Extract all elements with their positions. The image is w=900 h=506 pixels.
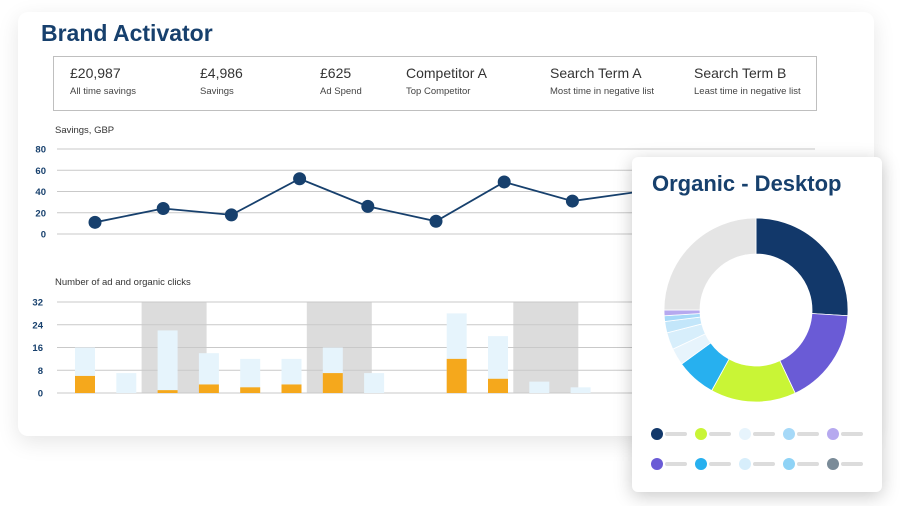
legend-label-placeholder (841, 462, 863, 466)
legend-label-placeholder (841, 432, 863, 436)
data-point (293, 172, 307, 186)
legend-swatch (739, 458, 751, 470)
stat-value: £625 (320, 65, 352, 81)
y-tick-label: 0 (41, 230, 46, 241)
legend-label-placeholder (709, 462, 731, 466)
stat-savings: £4,986 Savings (200, 65, 243, 97)
ad-clicks-bar (488, 378, 508, 393)
stat-label: Savings (200, 86, 234, 97)
line-chart-title: Savings, GBP (55, 125, 114, 136)
legend-swatch (651, 428, 663, 440)
ad-clicks-bar (446, 358, 467, 393)
organic-clicks-bar (157, 330, 178, 393)
data-point (497, 175, 511, 189)
organic-clicks-bar (529, 381, 550, 393)
stat-label: All time savings (70, 86, 136, 97)
stat-label: Ad Spend (320, 86, 362, 97)
stat-value: Competitor A (406, 65, 487, 81)
organic-clicks-bar (116, 373, 137, 393)
stat-most-negative: Search Term A Most time in negative list (550, 65, 654, 97)
organic-clicks-bar (364, 373, 385, 393)
legend-swatch (739, 428, 751, 440)
data-point (429, 214, 443, 228)
data-point (565, 194, 579, 208)
stat-label: Most time in negative list (550, 86, 655, 97)
stat-value: £4,986 (200, 65, 243, 81)
stat-label: Top Competitor (406, 86, 471, 97)
y-tick-label: 60 (35, 166, 46, 177)
stat-least-negative: Search Term B Least time in negative lis… (694, 65, 801, 97)
y-tick-label: 80 (35, 145, 46, 156)
organic-clicks-bar (198, 353, 219, 393)
y-tick-label: 24 (32, 320, 43, 331)
data-point (224, 208, 238, 222)
donut-slice (663, 217, 757, 311)
organic-desktop-card: Organic - Desktop (632, 157, 882, 492)
ad-clicks-bar (322, 373, 343, 393)
y-tick-label: 20 (35, 208, 46, 219)
legend-swatch (651, 458, 663, 470)
ad-clicks-bar (75, 375, 95, 393)
ad-clicks-bar (240, 387, 261, 393)
y-tick-label: 16 (32, 343, 43, 354)
organic-clicks-bar (570, 387, 591, 393)
donut-slice (755, 217, 849, 317)
legend-swatch (783, 428, 795, 440)
legend-label-placeholder (753, 462, 775, 466)
legend-label-placeholder (753, 432, 775, 436)
stat-value: Search Term A (550, 65, 642, 81)
legend-swatch (827, 428, 839, 440)
legend-label-placeholder (665, 432, 687, 436)
legend-label-placeholder (665, 462, 687, 466)
stat-value: Search Term B (694, 65, 787, 81)
stat-top-competitor: Competitor A Top Competitor (406, 65, 487, 97)
stat-ad-spend: £625 Ad Spend (320, 65, 362, 97)
y-tick-label: 0 (38, 389, 43, 400)
y-tick-label: 8 (38, 366, 43, 377)
stat-label: Least time in negative list (694, 86, 801, 97)
data-point (88, 215, 102, 229)
ad-clicks-bar (198, 384, 219, 393)
ad-clicks-bar (157, 390, 178, 393)
stat-value: £20,987 (70, 65, 121, 81)
ad-clicks-bar (281, 384, 302, 393)
donut-title: Organic - Desktop (652, 171, 842, 196)
stats-bar: £20,987 All time savings £4,986 Savings … (53, 56, 817, 111)
legend-swatch (695, 458, 707, 470)
clicks-bar-chart: 32 24 16 8 0 (32, 298, 815, 400)
organic-clicks-bar (240, 358, 261, 393)
legend-label-placeholder (797, 462, 819, 466)
donut-slice (779, 313, 849, 394)
legend-label-placeholder (709, 432, 731, 436)
y-tick-label: 40 (35, 187, 46, 198)
stat-all-time-savings: £20,987 All time savings (70, 65, 136, 97)
legend-swatch (783, 458, 795, 470)
data-point (361, 199, 375, 213)
data-point (156, 202, 170, 215)
legend-swatch (695, 428, 707, 440)
organic-desktop-donut (663, 217, 849, 403)
legend-swatch (827, 458, 839, 470)
legend-label-placeholder (797, 432, 819, 436)
bar-chart-title: Number of ad and organic clicks (55, 277, 191, 288)
page-title: Brand Activator (41, 20, 213, 46)
y-tick-label: 32 (32, 298, 43, 309)
